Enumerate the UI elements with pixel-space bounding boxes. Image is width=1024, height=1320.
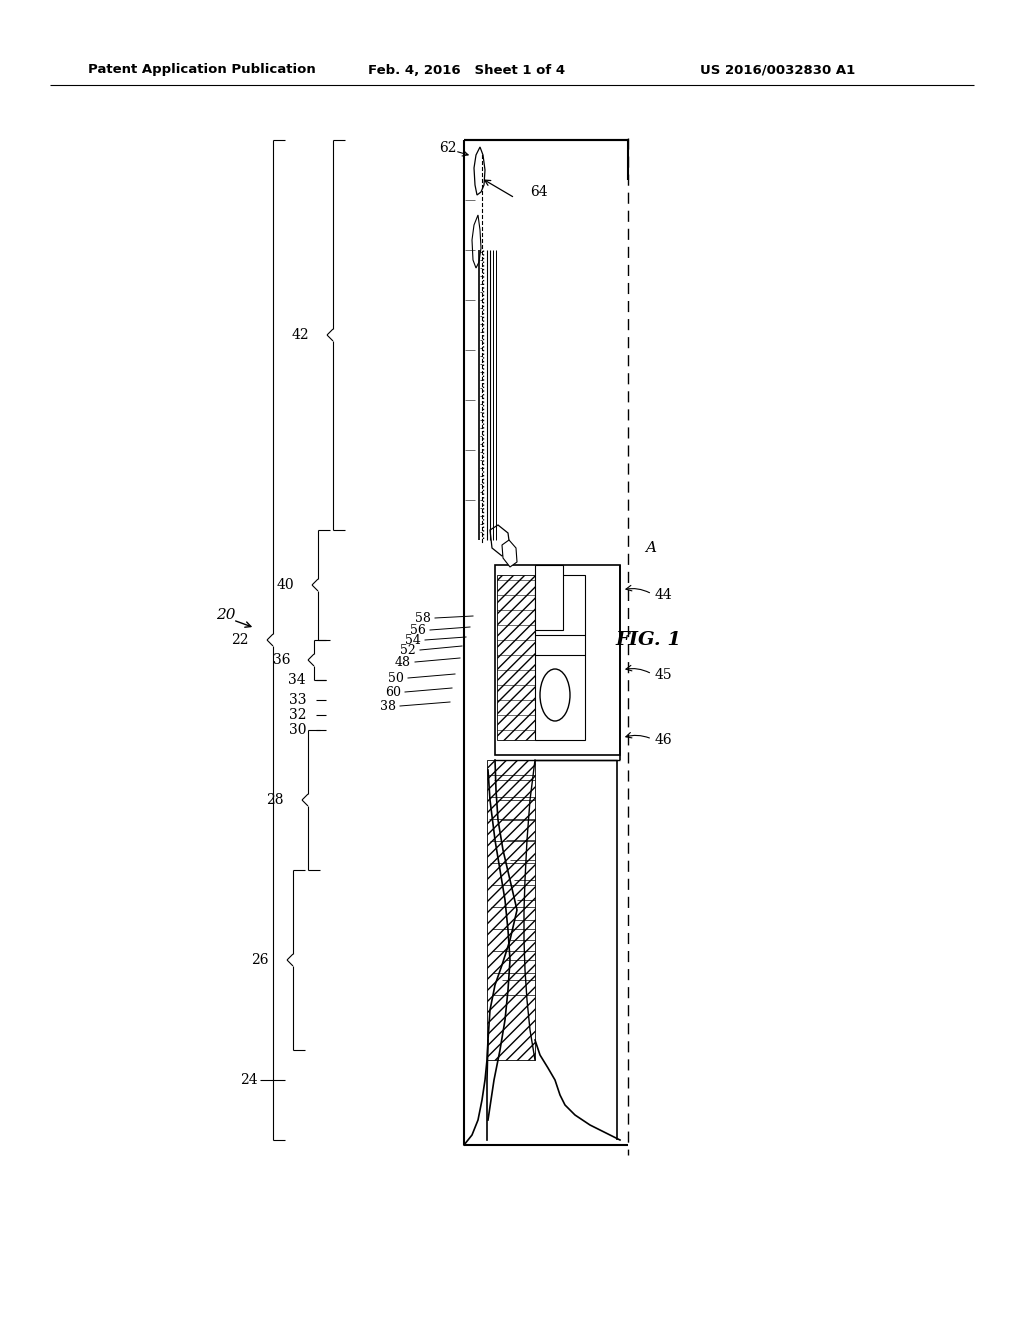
Text: 42: 42 — [292, 327, 309, 342]
Text: 56: 56 — [411, 623, 426, 636]
Text: 28: 28 — [266, 793, 284, 807]
Text: 64: 64 — [530, 185, 548, 199]
Text: 62: 62 — [439, 141, 457, 154]
Polygon shape — [472, 215, 481, 268]
Polygon shape — [474, 147, 485, 195]
Text: 50: 50 — [388, 672, 404, 685]
Text: A: A — [645, 541, 656, 554]
Text: 32: 32 — [289, 708, 306, 722]
Text: 54: 54 — [406, 634, 421, 647]
Text: 46: 46 — [655, 733, 673, 747]
Ellipse shape — [540, 669, 570, 721]
Bar — [495, 565, 620, 755]
Text: FIG. 1: FIG. 1 — [615, 631, 681, 649]
Text: 24: 24 — [241, 1073, 258, 1086]
Text: Patent Application Publication: Patent Application Publication — [88, 63, 315, 77]
Text: 33: 33 — [289, 693, 306, 708]
Text: 40: 40 — [276, 578, 294, 591]
Text: US 2016/0032830 A1: US 2016/0032830 A1 — [700, 63, 855, 77]
Text: 36: 36 — [272, 653, 290, 667]
Text: 20: 20 — [216, 609, 236, 622]
Polygon shape — [490, 525, 510, 556]
Text: 34: 34 — [289, 673, 306, 686]
Text: 30: 30 — [289, 723, 306, 737]
Text: 45: 45 — [655, 668, 673, 682]
Text: 44: 44 — [655, 587, 673, 602]
Bar — [535, 565, 563, 630]
Text: 58: 58 — [415, 611, 431, 624]
Bar — [535, 576, 585, 741]
Bar — [487, 760, 535, 1060]
Bar — [497, 576, 535, 741]
Polygon shape — [502, 540, 517, 568]
Text: 52: 52 — [400, 644, 416, 656]
Text: 38: 38 — [380, 700, 396, 713]
Text: 22: 22 — [231, 634, 249, 647]
Text: 26: 26 — [252, 953, 269, 968]
Text: 60: 60 — [385, 685, 401, 698]
Text: 48: 48 — [395, 656, 411, 668]
Text: Feb. 4, 2016   Sheet 1 of 4: Feb. 4, 2016 Sheet 1 of 4 — [368, 63, 565, 77]
